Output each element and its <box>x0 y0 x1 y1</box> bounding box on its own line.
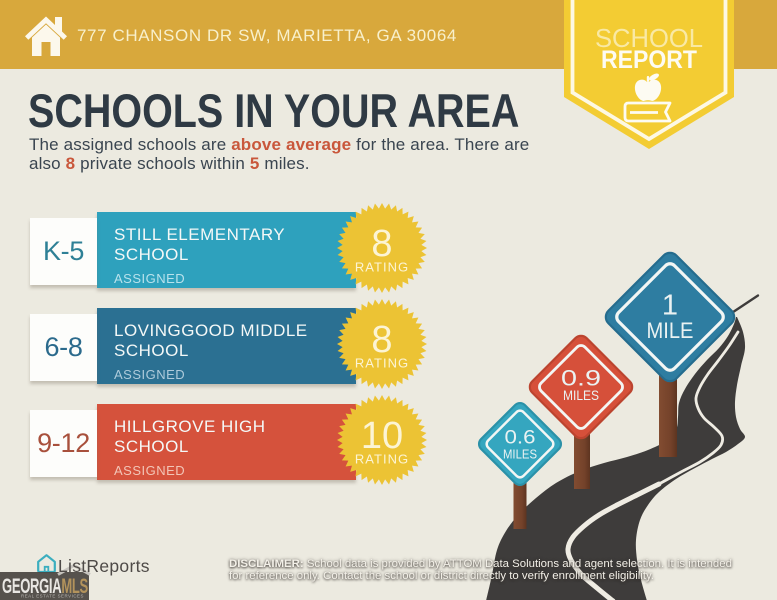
svg-text:RATING: RATING <box>355 260 409 275</box>
svg-text:SCHOOL: SCHOOL <box>595 23 703 53</box>
svg-text:0.9: 0.9 <box>561 365 601 390</box>
svg-text:RATING: RATING <box>355 356 409 371</box>
svg-text:8: 8 <box>371 223 392 265</box>
svg-text:MILES: MILES <box>563 388 599 403</box>
svg-text:MILE: MILE <box>647 318 694 343</box>
svg-text:1: 1 <box>662 290 678 322</box>
svg-text:8: 8 <box>371 319 392 361</box>
svg-text:0.6: 0.6 <box>505 427 536 449</box>
svg-text:MILES: MILES <box>503 448 537 462</box>
svg-text:10: 10 <box>361 415 403 457</box>
svg-text:RATING: RATING <box>355 452 409 467</box>
svg-text:REPORT: REPORT <box>601 46 697 74</box>
